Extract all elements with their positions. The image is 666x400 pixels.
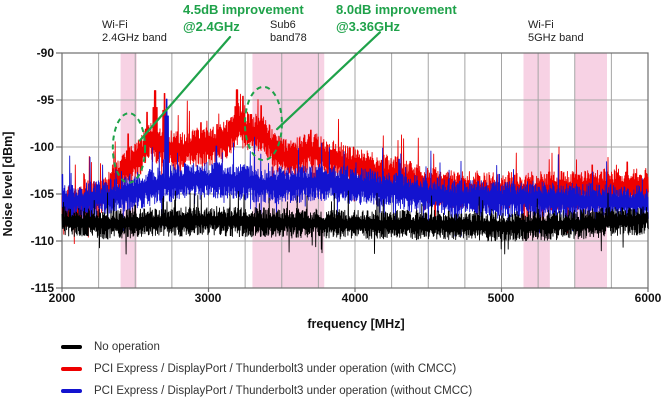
annotation-ellipse — [243, 85, 283, 162]
trace-without-cmcc — [61, 98, 649, 237]
band-label-line: 2.4GHz band — [102, 32, 167, 44]
band-label-sub6-band78: Sub6 band78 — [270, 19, 307, 45]
band-label-line: Wi-Fi — [528, 19, 554, 31]
x-tick-label: 4000 — [341, 291, 369, 305]
x-tick-label: 5000 — [487, 291, 515, 305]
band-label-line: band78 — [270, 32, 307, 44]
y-tick-label: -115 — [30, 281, 54, 295]
legend-label: No operation — [94, 341, 160, 353]
y-axis-title: Noise level [dBm] — [1, 131, 15, 237]
band-highlight — [574, 53, 607, 288]
legend-label: PCI Express / DisplayPort / Thunderbolt3… — [94, 363, 457, 375]
band-label-line: 5GHz band — [528, 32, 584, 44]
y-tick-label: -100 — [29, 140, 54, 154]
annotation-improvement-24ghz: 4.5dB improvement @2.4GHz — [183, 1, 304, 35]
trace-with-cmcc — [61, 89, 649, 245]
trace-no-operation — [61, 190, 649, 255]
annotation-text-line: @2.4GHz — [183, 19, 240, 34]
annotation-pointer-line — [275, 31, 382, 131]
legend-item-no-operation: No operation — [61, 341, 160, 353]
annotation-text-line: 4.5dB improvement — [183, 2, 304, 17]
legend-item-without-cmcc: PCI Express / DisplayPort / Thunderbolt3… — [61, 385, 472, 397]
x-tick-label: 3000 — [194, 291, 222, 305]
annotation-ellipse — [111, 112, 147, 184]
x-tick-label: 6000 — [634, 291, 662, 305]
legend-swatch-black — [61, 345, 82, 349]
legend-swatch-red — [61, 367, 82, 371]
y-tick-label: -95 — [36, 93, 54, 107]
annotation-improvement-336ghz: 8.0dB improvement @3.36GHz — [336, 1, 457, 35]
x-axis-title: frequency [MHz] — [307, 317, 405, 331]
band-highlight — [523, 53, 550, 288]
x-tick-label: 2000 — [48, 291, 76, 305]
band-label-line: Wi-Fi — [102, 19, 128, 31]
band-label-line: Sub6 — [270, 19, 296, 31]
legend-label: PCI Express / DisplayPort / Thunderbolt3… — [94, 385, 473, 397]
annotation-text-line: @3.36GHz — [336, 19, 400, 34]
legend-swatch-blue — [61, 389, 82, 393]
band-label-wifi-5ghz: Wi-Fi 5GHz band — [528, 19, 584, 45]
y-tick-label: -105 — [29, 187, 54, 201]
y-tick-label: -90 — [36, 46, 54, 60]
annotation-text-line: 8.0dB improvement — [336, 2, 457, 17]
legend-item-with-cmcc: PCI Express / DisplayPort / Thunderbolt3… — [61, 363, 456, 375]
y-tick-label: -110 — [30, 234, 54, 248]
band-label-wifi-24ghz: Wi-Fi 2.4GHz band — [102, 19, 167, 45]
annotation-pointer-line — [138, 35, 232, 142]
